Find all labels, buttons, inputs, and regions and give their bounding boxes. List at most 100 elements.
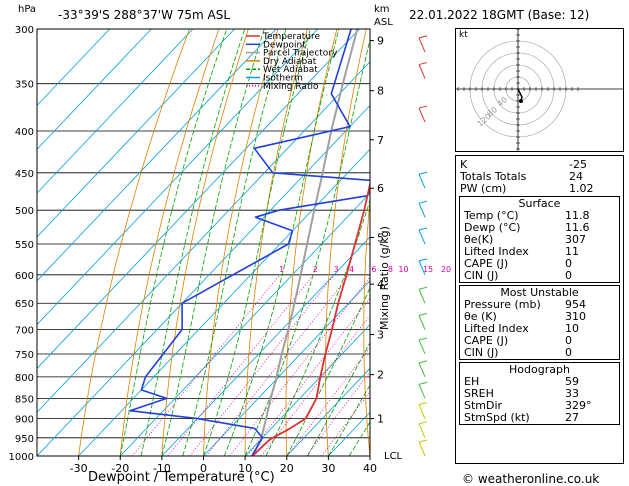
wind-barb-flag [418,402,428,406]
isotherm-line [78,148,370,456]
mu-li-row: Lifted Index 10 [464,322,579,335]
isotherm-line [37,104,370,456]
wet-adiabat-line [307,341,370,456]
km-tick-label: 1 [377,413,384,426]
wet-adiabat-line [286,287,370,456]
isotherm-line [37,29,277,282]
wind-barb-flag [418,337,428,341]
wind-barb [418,174,426,189]
mixing-ratio-label: 6 [371,265,376,274]
pressure-tick-label: 400 [15,127,34,138]
wind-barb [418,37,426,53]
pressure-tick-label: 700 [15,326,34,337]
legend-entry: Dewpoint [263,40,306,50]
mu-cape-row: CAPE (J) 0 [464,334,572,347]
wet-adiabat-line [161,29,265,456]
legend-entry: Mixing Ratio [263,82,319,92]
km-tick-label: 6 [377,182,384,195]
mixing-ratio-line [321,390,370,456]
isotherm-line [37,29,235,238]
mixing-ratio-label: 3 [334,265,339,274]
km-tick-label: 4 [377,278,384,291]
hodograph-title: Hodograph [509,363,570,376]
km-tick-label: 3 [377,329,384,342]
hodograph-ring-label: 40 [496,95,510,108]
mixing-ratio-label: 8 [388,265,393,274]
surface-dewp-row: Dewp (°C) 11.6 [464,221,590,234]
hodograph-section: Hodograph EH 59 SREH 33 StmDir 329° StmSpd … [459,362,620,425]
pressure-tick-label: 350 [15,80,34,91]
mixing-ratio-label: 2 [313,265,318,274]
wind-barb-flag [418,421,428,425]
temperature-line [251,180,370,456]
dry-adiabat-line [437,29,455,456]
mixing-ratio-line [246,297,370,456]
temperature-tick-label: -10 [153,462,171,475]
pressure-tick-label: 800 [15,373,34,384]
wind-barb [418,229,426,245]
km-tick-label: 9 [377,35,384,48]
wet-adiabat-line [244,38,370,456]
dry-adiabat-line [244,29,308,456]
isotherm-line [203,280,370,456]
pressure-tick-label: 1000 [9,452,34,463]
mixing-ratio-line [306,371,370,456]
eh-row: EH 59 [464,375,579,388]
wind-barb-flag [418,62,428,66]
wind-barb-flag [418,35,428,39]
hodograph-unit: kt [459,30,468,40]
wet-adiabat-line [223,29,340,456]
mu-thetae-row: θe (K) 310 [464,310,586,323]
wind-barb-flag [418,381,428,385]
dewpoint-line [129,29,370,456]
mixing-ratio-label: 15 [423,265,433,274]
indices-table: K -25 Totals Totals 24 PW (cm) 1.02 Surface… [455,155,624,464]
legend-entry: Parcel Trajectory [263,49,338,59]
dry-adiabat-line [161,29,249,456]
temperature-tick-label: 40 [363,462,377,475]
mixing-ratio-line [286,346,370,456]
hodograph-panel: kt 40 80 120 [455,28,624,152]
isotherm-line [37,29,194,194]
pressure-tick-label: 300 [15,25,34,36]
temperature-tick-label: 30 [321,462,335,475]
wind-barb [418,384,426,399]
asl-unit-label: ASL [374,17,393,28]
wind-barb [418,315,426,330]
isotherm-line [119,192,370,456]
dry-adiabat-line [78,29,190,456]
most-unstable-section: Most Unstable Pressure (mb) 954 θe (K) 310… [459,285,620,360]
k-index-row: K -25 [460,158,587,171]
surface-li-row: Lifted Index 11 [464,245,579,258]
wind-barb [418,64,426,79]
surface-thetae-row: θe(K) 307 [464,233,586,246]
parcel-trajectory-line [251,29,359,456]
mixing-ratio-label: 4 [349,265,354,274]
surface-section: Surface Temp (°C) 11.8 Dewp (°C) 11.6 θe(K… [459,196,620,283]
km-tick-label: 5 [377,231,384,244]
isotherm-line [37,61,370,413]
stmspd-row: StmSpd (kt) 27 [464,411,579,424]
pw-row: PW (cm) 1.02 [460,182,594,195]
pressure-tick-label: 850 [15,394,34,405]
wind-barb [418,260,426,276]
wind-barb-flag [418,313,428,316]
mixing-ratio-label: 20 [441,265,451,274]
wind-barb [418,339,426,355]
km-tick-label: 2 [377,369,384,382]
mu-pressure-row: Pressure (mb) 954 [464,298,586,311]
isotherm-line [37,29,152,150]
most-unstable-title: Most Unstable [500,286,579,299]
temperature-tick-label: 10 [238,462,252,475]
pressure-tick-label: 500 [15,206,34,217]
storm-motion-marker [519,99,523,103]
isotherm-line [161,236,370,456]
legend-entry: Isotherm [263,74,303,84]
pressure-tick-label: 550 [15,240,34,251]
isotherm-line [244,323,370,456]
mixing-ratio-label: 10 [398,265,408,274]
temperature-tick-label: 20 [280,462,294,475]
wind-barb [418,289,426,304]
